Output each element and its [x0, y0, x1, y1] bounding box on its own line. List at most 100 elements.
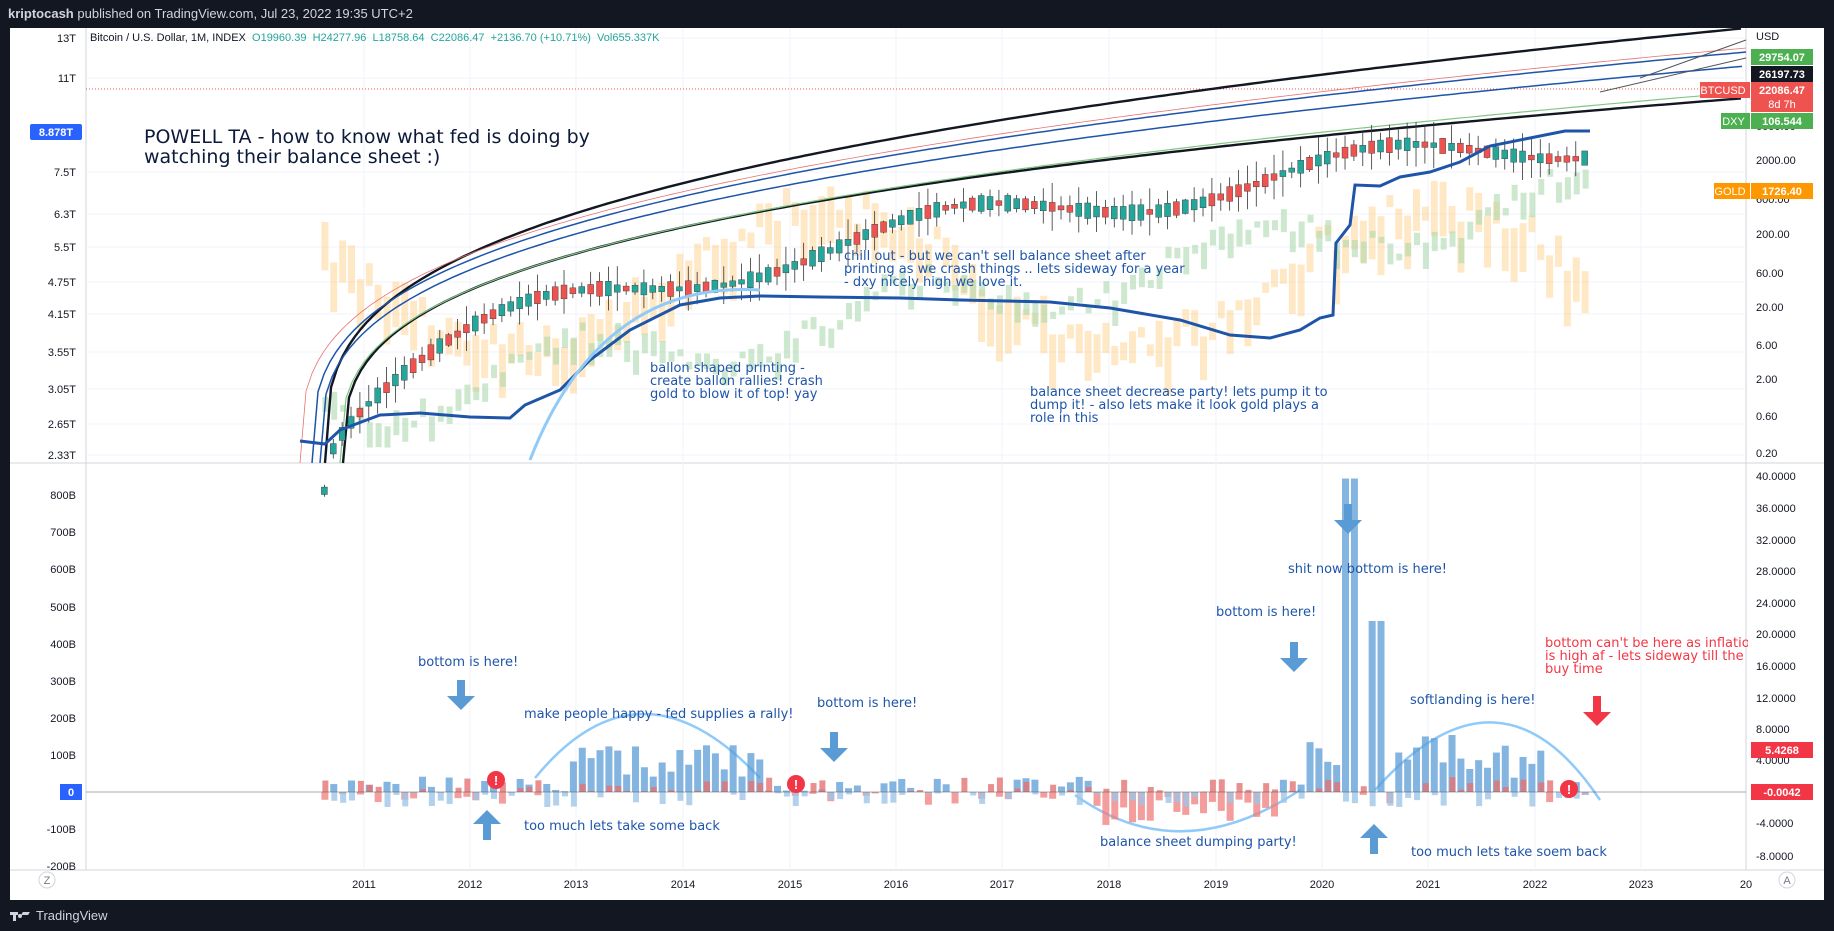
btc-candle: [516, 297, 523, 310]
histogram-bar: [738, 776, 746, 792]
btc-candle: [1128, 204, 1136, 221]
btc-candle: [1315, 154, 1322, 167]
price-tag-box: [1751, 183, 1813, 199]
btc-candle: [1421, 141, 1429, 148]
histogram-bar: [552, 789, 560, 792]
histogram-bar: [1510, 777, 1518, 792]
histogram-bar-secondary: [1174, 792, 1181, 803]
histogram-bar-secondary: [1023, 782, 1030, 792]
gold-candle: [1173, 317, 1181, 347]
histogram-bar-secondary: [499, 782, 506, 792]
histogram-bar: [1342, 478, 1350, 792]
gold-candle: [392, 281, 400, 328]
annotation-bottom-2012: bottom is here!: [418, 655, 519, 670]
dxy-candle: [1387, 243, 1394, 265]
dxy-candle: [428, 416, 435, 442]
btc-candle: [1554, 156, 1562, 162]
btc-candle: [507, 301, 514, 312]
histogram-bar-secondary: [846, 792, 853, 795]
tradingview-brand: TradingView: [36, 908, 108, 923]
histogram-bar: [703, 745, 711, 792]
dxy-candle: [615, 322, 622, 346]
btc-candle: [844, 239, 852, 246]
time-tick-label: 2012: [458, 879, 482, 891]
btc-candle: [773, 267, 781, 277]
histogram-bar-secondary: [597, 792, 604, 798]
btc-candle: [1057, 205, 1065, 211]
histogram-bar-secondary: [1192, 792, 1199, 798]
btc-candle: [1190, 199, 1198, 211]
gold-candle: [933, 226, 941, 240]
btc-candle: [1155, 204, 1162, 218]
dxy-candle: [1422, 242, 1429, 269]
gold-candle: [1058, 334, 1066, 363]
histogram-bar-secondary: [1476, 792, 1483, 807]
ballon-arc: [528, 287, 761, 461]
btc-candle: [489, 309, 497, 319]
right-tick-label: 8.0000: [1756, 724, 1790, 736]
annotation-happy: make people happy - fed supplies a rally…: [524, 707, 794, 722]
histogram-bar: [1404, 759, 1412, 792]
gold-candle: [1421, 206, 1429, 221]
btc-candle: [525, 293, 532, 307]
time-tick-label: 2014: [671, 879, 695, 891]
histogram-bar: [1066, 782, 1074, 792]
btc-candle: [1412, 141, 1420, 148]
gold-candle: [924, 244, 932, 278]
histogram-bar-secondary: [792, 792, 799, 807]
time-tick-label: 2020: [1310, 879, 1334, 891]
gold-candle: [1271, 269, 1279, 288]
legend-close: C22086.47: [430, 32, 485, 44]
histogram-bar: [1439, 762, 1447, 792]
histogram-bar-secondary: [748, 781, 755, 792]
gold-candle: [1146, 344, 1154, 356]
btc-candle: [685, 280, 692, 297]
histogram-bar-secondary: [633, 792, 640, 803]
histogram-bar-secondary: [1325, 779, 1332, 792]
dxy-candle: [1218, 226, 1225, 250]
gold-candle: [800, 209, 808, 260]
btc-candle: [1332, 152, 1340, 158]
histogram-bar-secondary: [1218, 779, 1225, 792]
btc-candle: [587, 284, 594, 295]
histogram-bar-secondary: [650, 787, 657, 792]
histogram-bar-secondary: [455, 787, 462, 792]
dxy-candle: [1263, 220, 1270, 238]
author-name[interactable]: kriptocash: [8, 6, 74, 21]
annotation-dumping: balance sheet dumping party!: [1100, 835, 1297, 850]
histogram-bar-secondary: [570, 792, 577, 807]
btc-candle: [543, 290, 550, 300]
tradingview-logo[interactable]: TradingView: [10, 900, 108, 931]
left-highlight-tag: [30, 124, 82, 140]
dxy-candle: [917, 285, 924, 298]
histogram-bar: [392, 783, 400, 792]
dxy-candle: [482, 383, 489, 402]
btc-candle: [1226, 186, 1233, 202]
histogram-bar-secondary: [579, 783, 586, 792]
dxy-candle: [508, 353, 515, 364]
gold-candle: [907, 207, 915, 263]
btc-candle: [1341, 146, 1349, 159]
dxy-candle: [1538, 179, 1545, 195]
gold-candle: [1555, 235, 1563, 267]
gold-candle: [623, 301, 631, 343]
btc-candle: [1004, 195, 1011, 212]
btc-candle: [906, 210, 914, 225]
histogram-bar-secondary: [1396, 792, 1403, 807]
btc-candle: [969, 197, 976, 211]
histogram-bar-secondary: [1156, 790, 1163, 792]
histogram-bar: [445, 777, 453, 792]
dxy-candle: [1076, 287, 1083, 303]
histogram-bar-secondary: [1050, 784, 1057, 792]
btc-candle: [747, 271, 754, 288]
histogram-bar-secondary: [411, 792, 418, 794]
grid-lines: [10, 28, 1824, 871]
histogram-bar-secondary: [1209, 779, 1216, 792]
btc-candle: [782, 264, 790, 274]
histogram-bar-secondary: [1147, 786, 1154, 792]
btc-candle: [1359, 145, 1366, 153]
price-pane: [86, 28, 1746, 463]
histogram-bar-secondary: [952, 792, 959, 794]
btc-candle: [578, 286, 585, 294]
